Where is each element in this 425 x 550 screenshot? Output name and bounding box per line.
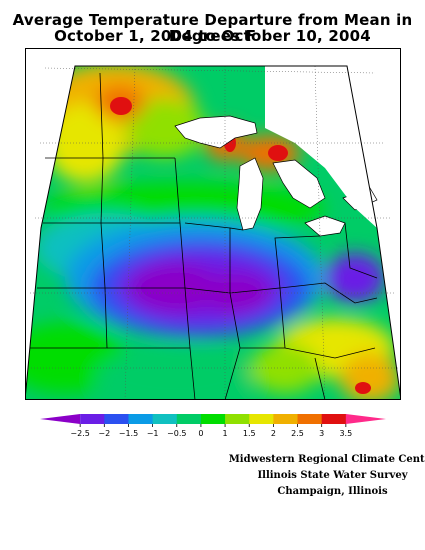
- state-boundaries: [30, 72, 378, 400]
- legend-tick-label: −1: [147, 429, 159, 438]
- legend-tick-label: −2.5: [70, 429, 89, 438]
- legend-swatch: [273, 414, 299, 424]
- legend-tick-label: 3: [319, 429, 324, 438]
- graticule: [25, 65, 401, 400]
- legend-tick-label: −1.5: [119, 429, 138, 438]
- legend-tick-label: −0.5: [167, 429, 186, 438]
- legend-tick-label: 1.5: [243, 429, 256, 438]
- legend-swatch: [249, 414, 274, 424]
- legend-swatch: [176, 414, 202, 424]
- legend-swatch: [200, 414, 226, 424]
- legend-swatch: [345, 414, 386, 424]
- legend-swatch: [40, 414, 81, 424]
- legend-tick-label: 0: [198, 429, 203, 438]
- legend-swatch: [80, 414, 105, 424]
- legend-tick-label: −2: [98, 429, 110, 438]
- legend-swatch: [128, 414, 154, 424]
- credit-line2: Illinois State Water Survey: [257, 470, 408, 481]
- legend-tick-label: 2.5: [291, 429, 304, 438]
- legend-tick-label: 2: [271, 429, 276, 438]
- temperature-departure-map: [25, 48, 401, 400]
- legend-swatch: [104, 414, 129, 424]
- color-legend: −2.5 −2 −1.5 −1 −0.5 0 1 1.5 2 2.5 3 3.5: [40, 414, 386, 438]
- legend-tick-label: 1: [223, 429, 228, 438]
- map-title-line2: October 1, 2004 to October 10, 2004: [54, 27, 371, 45]
- legend-swatch: [152, 414, 178, 424]
- legend-swatch: [225, 414, 250, 424]
- legend-swatch: [297, 414, 323, 424]
- credit-line1: Midwestern Regional Climate Center: [228, 454, 425, 465]
- canada-area: [265, 66, 377, 228]
- legend-tick-label: 3.5: [339, 429, 352, 438]
- map-title-line1: Average Temperature Departure from Mean …: [12, 11, 413, 45]
- legend-swatch: [321, 414, 347, 424]
- credit-line3: Champaign, Illinois: [277, 486, 388, 497]
